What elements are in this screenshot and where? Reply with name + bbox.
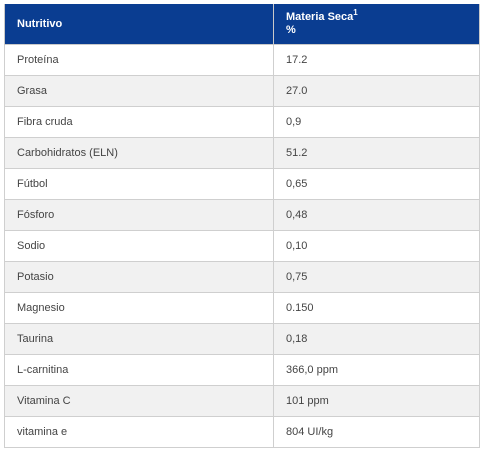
table-header: Nutritivo Materia Seca1 % [4,4,480,45]
value-cell: 0.150 [273,292,480,324]
header-unit: % [286,24,296,36]
header-nutrient-label: Nutritivo [17,17,63,30]
nutrient-cell: vitamina e [4,416,274,448]
table-body: Proteína 17.2 Grasa 27.0 Fibra cruda 0,9 Ca… [4,44,480,448]
nutrient-cell: Carbohidratos (ELN) [4,137,274,169]
header-nutrient: Nutritivo [4,4,274,45]
header-footnote-mark: 1 [353,8,358,17]
value-cell: 51.2 [273,137,480,169]
table-row: L-carnitina 366,0 ppm [4,354,480,386]
value-cell: 0,9 [273,106,480,138]
nutrient-cell: Taurina [4,323,274,355]
nutrient-cell: Potasio [4,261,274,293]
value-cell: 0,48 [273,199,480,231]
value-cell: 17.2 [273,44,480,76]
nutrient-cell: Fibra cruda [4,106,274,138]
value-cell: 0,75 [273,261,480,293]
table-row: Carbohidratos (ELN) 51.2 [4,137,480,169]
table-row: Taurina 0,18 [4,323,480,355]
value-cell: 804 UI/kg [273,416,480,448]
table-row: Fibra cruda 0,9 [4,106,480,138]
nutrient-cell: Fútbol [4,168,274,200]
nutrient-cell: Vitamina C [4,385,274,417]
nutrient-cell: Sodio [4,230,274,262]
table-row: Fútbol 0,65 [4,168,480,200]
value-cell: 0,10 [273,230,480,262]
value-cell: 101 ppm [273,385,480,417]
value-cell: 0,18 [273,323,480,355]
table-row: Potasio 0,75 [4,261,480,293]
nutrient-cell: Fósforo [4,199,274,231]
table-row: Magnesio 0.150 [4,292,480,324]
nutrient-cell: L-carnitina [4,354,274,386]
table-row: Grasa 27.0 [4,75,480,107]
table-row: vitamina e 804 UI/kg [4,416,480,448]
header-dry-matter: Materia Seca1 % [273,4,480,45]
nutrient-cell: Magnesio [4,292,274,324]
header-row: Nutritivo Materia Seca1 % [4,4,480,45]
table-row: Sodio 0,10 [4,230,480,262]
table-row: Vitamina C 101 ppm [4,385,480,417]
table-row: Fósforo 0,48 [4,199,480,231]
nutrition-table-container: Nutritivo Materia Seca1 % Proteína 17.2 G… [4,4,480,448]
header-dry-matter-label: Materia Seca [286,11,354,23]
value-cell: 27.0 [273,75,480,107]
nutrient-cell: Proteína [4,44,274,76]
nutrient-cell: Grasa [4,75,274,107]
table-row: Proteína 17.2 [4,44,480,76]
value-cell: 366,0 ppm [273,354,480,386]
value-cell: 0,65 [273,168,480,200]
nutrition-table: Nutritivo Materia Seca1 % Proteína 17.2 G… [4,4,480,448]
